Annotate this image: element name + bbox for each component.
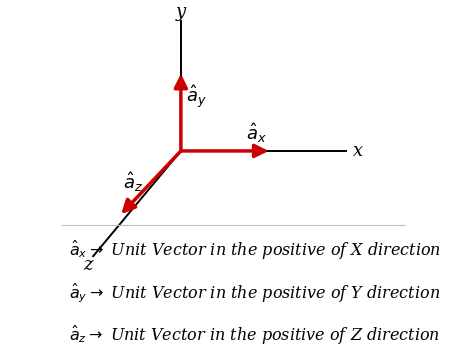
Text: $\hat{a}_z \rightarrow$ Unit Vector in the positive of Z direction: $\hat{a}_z \rightarrow$ Unit Vector in t…: [69, 324, 439, 347]
Text: $\hat{a}_x \rightarrow$ Unit Vector in the positive of X direction: $\hat{a}_x \rightarrow$ Unit Vector in t…: [69, 240, 441, 262]
Text: $\hat{a}_y$: $\hat{a}_y$: [186, 83, 207, 110]
Text: $\hat{a}_y \rightarrow$ Unit Vector in the positive of Y direction: $\hat{a}_y \rightarrow$ Unit Vector in t…: [69, 281, 440, 305]
Text: $\hat{a}_x$: $\hat{a}_x$: [246, 121, 267, 145]
Text: x: x: [353, 142, 363, 160]
Text: $\hat{a}_z$: $\hat{a}_z$: [123, 171, 143, 194]
Text: z: z: [83, 256, 92, 274]
Text: y: y: [176, 3, 186, 21]
